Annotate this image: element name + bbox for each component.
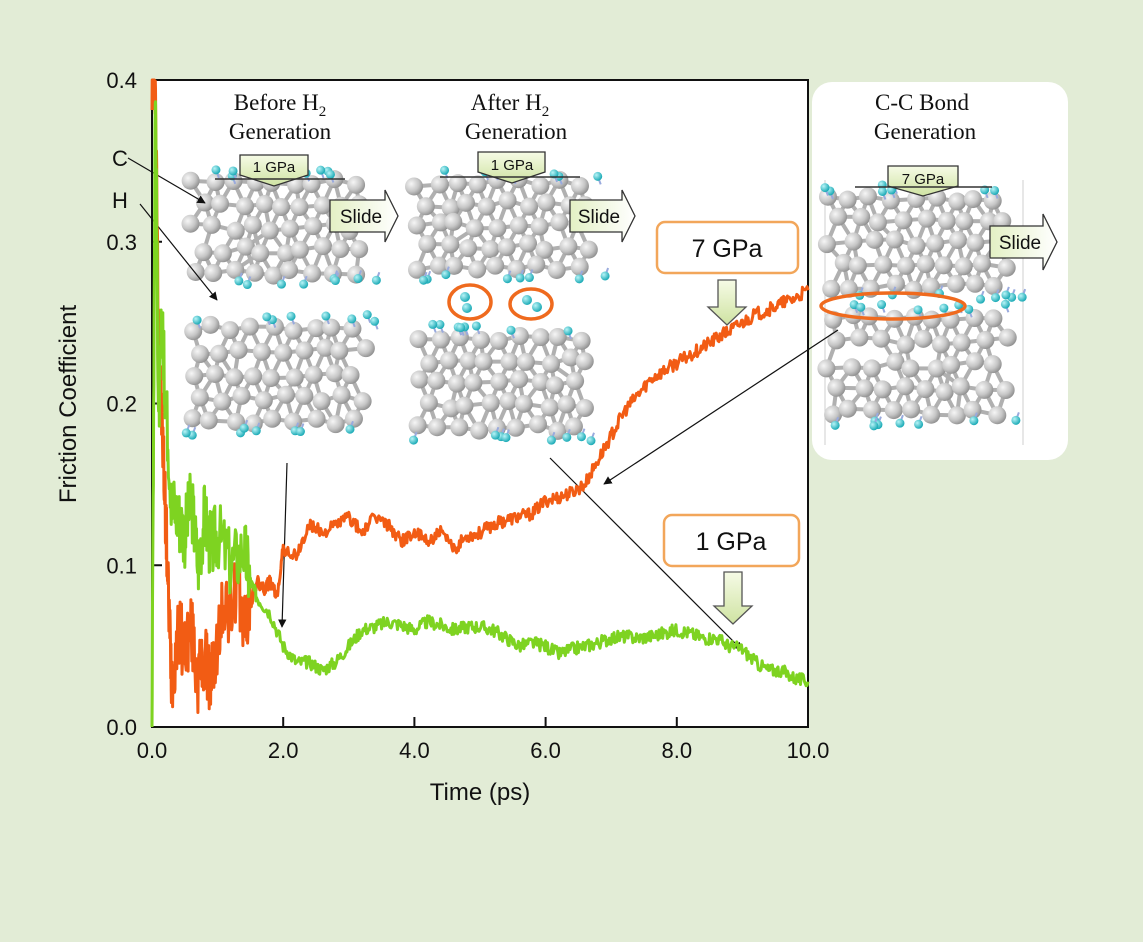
callout-1gpa-arrow	[712, 571, 754, 625]
pressure-label-after: 1 GPa	[491, 157, 534, 174]
h2-molecule-highlight	[447, 283, 493, 321]
callout-1gpa: 1 GPa	[662, 513, 801, 625]
y-axis-title: Friction Coefficient	[55, 305, 82, 504]
label-hydrogen: H	[112, 188, 128, 213]
inset-before-h2: Before H2 Generation 1 GPa Slide C H	[112, 90, 399, 628]
y-tick-label: 0.4	[106, 68, 137, 93]
series-line	[150, 100, 810, 728]
series-layer	[150, 78, 810, 728]
inset-after-h2: After H2 Generation 1 GPa Slide	[405, 90, 743, 651]
series-line	[150, 78, 810, 714]
x-tick-label: 4.0	[399, 738, 430, 763]
inset-before-subtitle: Generation	[229, 119, 332, 144]
before-lower-slab	[181, 310, 380, 440]
x-tick-label: 6.0	[530, 738, 561, 763]
cc-bond-highlight	[819, 291, 967, 321]
slide-arrow-before	[329, 189, 399, 243]
pressure-label-before: 1 GPa	[253, 159, 296, 176]
bond-lower-slab	[817, 299, 1021, 431]
x-tick-label: 8.0	[662, 738, 693, 763]
slide-arrow-after	[569, 189, 636, 243]
pressure-label-bond: 7 GPa	[902, 171, 945, 188]
inset-bond-subtitle: Generation	[874, 119, 977, 144]
x-tick-label: 0.0	[137, 738, 168, 763]
pressure-arrow-bond	[887, 165, 959, 197]
x-tick-label: 2.0	[268, 738, 299, 763]
inset-cc-bond: C-C Bond Generation 7 GPa Slide	[603, 82, 1068, 485]
y-tick-label: 0.0	[106, 715, 137, 740]
slide-label-after: Slide	[578, 207, 620, 228]
h2-molecule-highlight	[508, 287, 554, 321]
callout-7gpa: 7 GPa	[655, 220, 800, 326]
axis-ticks: 0.0 2.0 4.0 6.0 8.0 10.0 0.0 0.1 0.2 0.3 0.4	[106, 68, 829, 763]
y-tick-label: 0.3	[106, 230, 137, 255]
callout-7gpa-arrow	[706, 279, 748, 326]
x-axis-title: Time (ps)	[430, 779, 530, 806]
after-lower-slab	[408, 319, 596, 446]
inset-before-title: Before H2	[234, 90, 326, 120]
slide-label-before: Slide	[340, 207, 382, 228]
y-tick-label: 0.1	[106, 553, 137, 578]
inset-bond-title: C-C Bond	[875, 90, 969, 115]
slide-arrow-bond	[989, 213, 1058, 271]
slide-label-bond: Slide	[999, 233, 1041, 254]
callout-7gpa-label: 7 GPa	[692, 235, 763, 263]
inset-after-subtitle: Generation	[465, 119, 568, 144]
inset-after-title: After H2	[471, 90, 549, 120]
x-tick-label: 10.0	[787, 738, 830, 763]
label-carbon: C	[112, 146, 128, 171]
callout-1gpa-label: 1 GPa	[696, 528, 767, 556]
y-tick-label: 0.2	[106, 392, 137, 417]
